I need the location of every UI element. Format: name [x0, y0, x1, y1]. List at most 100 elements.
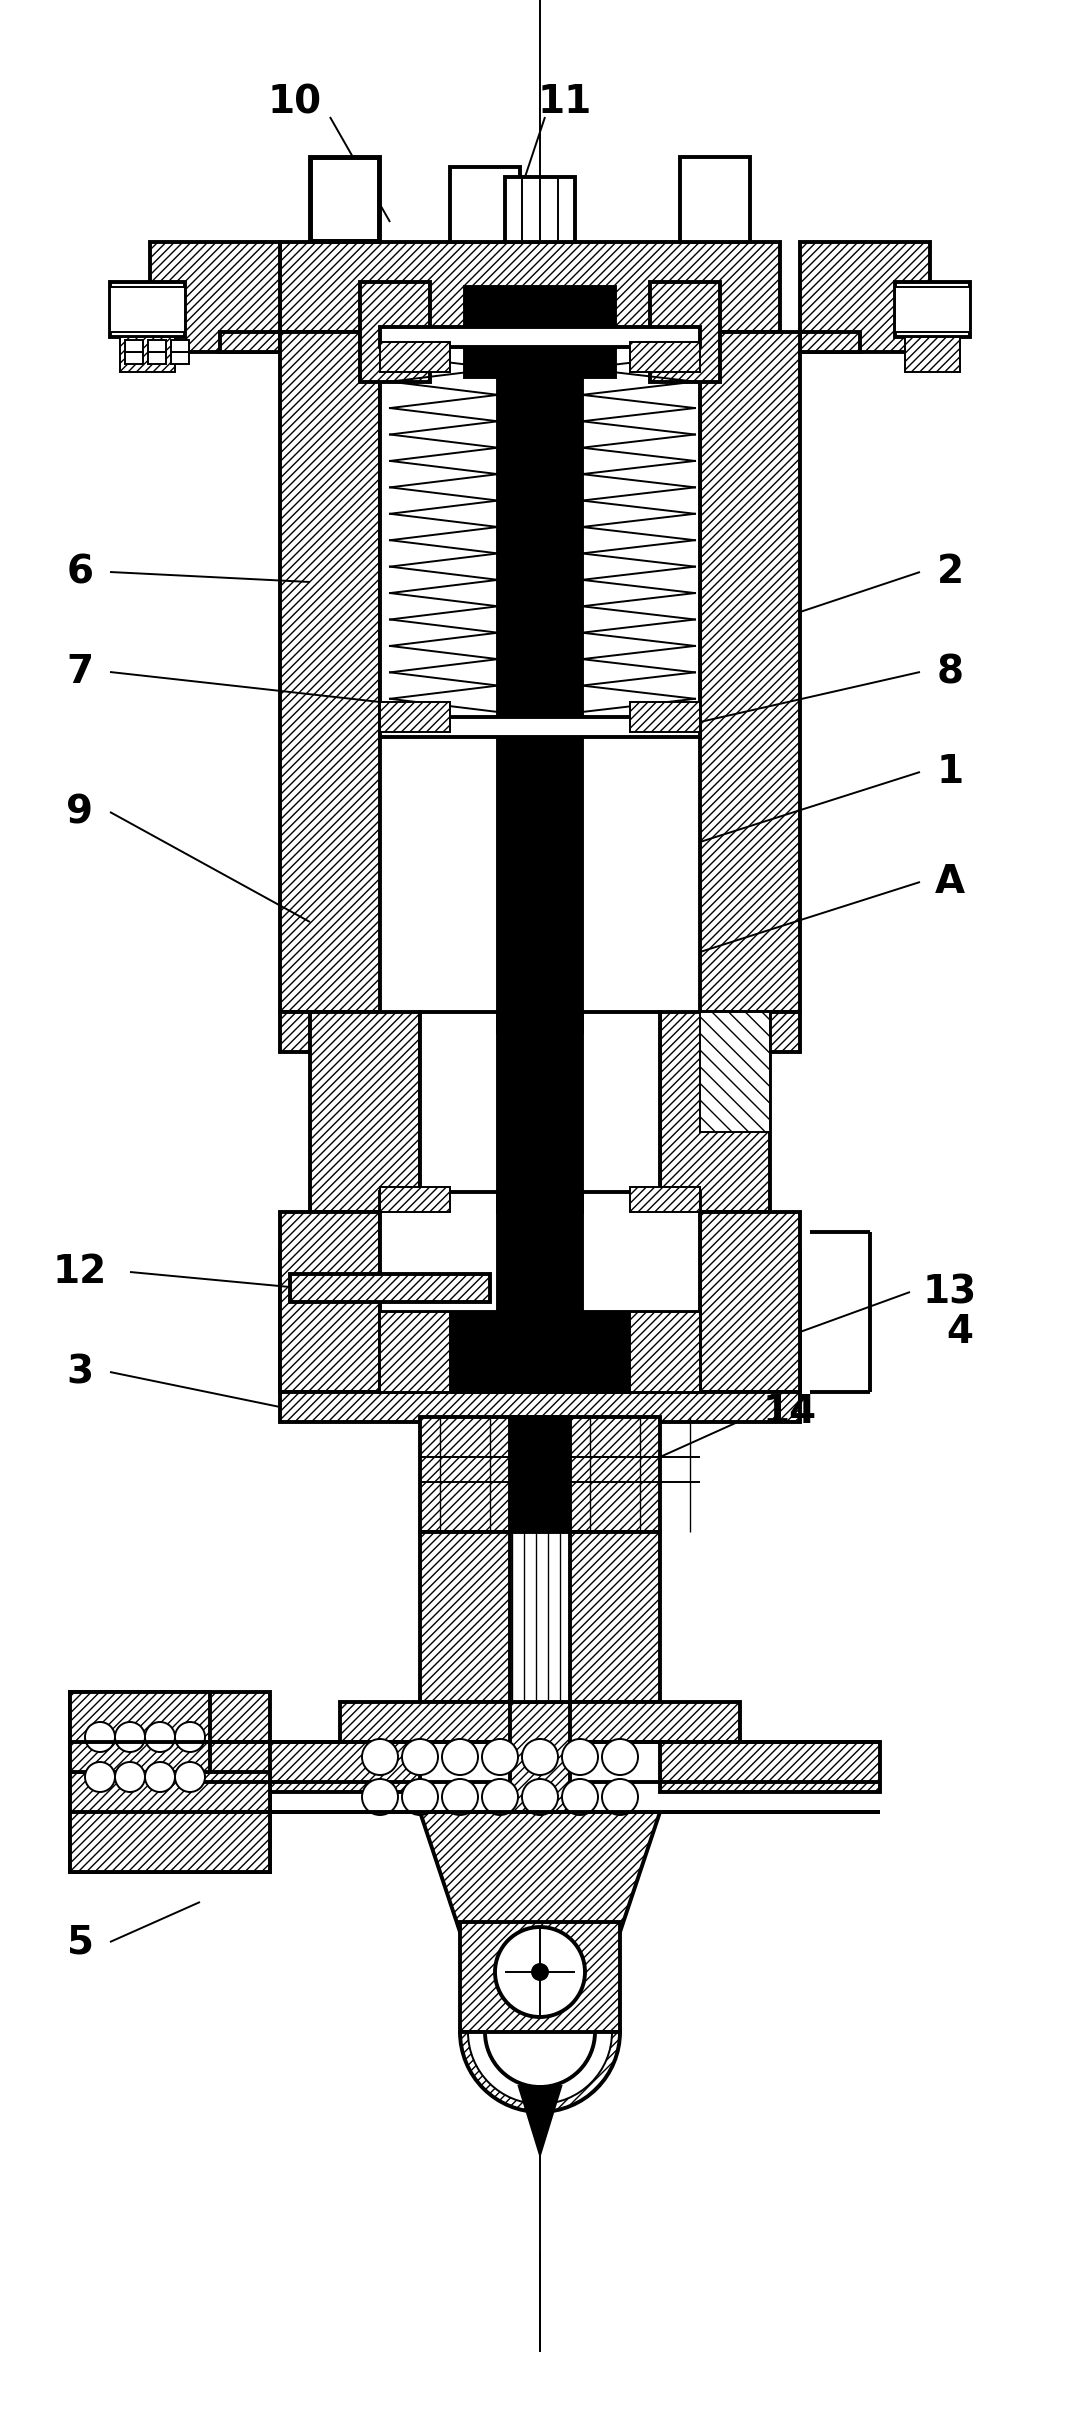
Bar [895, 287, 970, 333]
Bar [280, 333, 380, 1012]
Bar [380, 703, 450, 732]
Text: 2: 2 [936, 552, 963, 591]
Bar [630, 343, 700, 372]
Circle shape [602, 1778, 638, 1814]
Bar [380, 333, 450, 732]
Bar [310, 1012, 420, 1211]
Bar [700, 333, 800, 1012]
Bar [420, 1012, 660, 1211]
Text: 8: 8 [936, 654, 963, 691]
Bar [171, 353, 189, 365]
Text: 1: 1 [936, 754, 963, 790]
Bar [380, 343, 450, 372]
Text: 12: 12 [53, 1252, 107, 1291]
Bar [312, 158, 378, 241]
Circle shape [522, 1739, 558, 1775]
Bar [70, 1693, 270, 1873]
Bar [498, 333, 582, 1031]
Bar [630, 1311, 700, 1391]
Bar [660, 1741, 880, 1792]
Bar [70, 1693, 210, 1773]
Bar [310, 158, 380, 243]
Bar [630, 333, 700, 732]
Bar [171, 340, 189, 353]
Bar [280, 1211, 380, 1391]
Circle shape [522, 1778, 558, 1814]
Circle shape [145, 1763, 175, 1792]
Bar [660, 1012, 770, 1211]
Bar [380, 1311, 700, 1391]
Bar [200, 1741, 420, 1792]
Circle shape [114, 1763, 145, 1792]
Bar [650, 282, 720, 382]
Circle shape [495, 1926, 585, 2016]
Text: 3: 3 [67, 1352, 94, 1391]
Text: 11: 11 [538, 83, 592, 122]
Bar [895, 282, 970, 338]
Polygon shape [420, 1812, 660, 1931]
Polygon shape [770, 1211, 800, 1391]
Circle shape [362, 1739, 399, 1775]
Circle shape [85, 1722, 114, 1751]
Bar [148, 353, 166, 365]
Circle shape [402, 1778, 438, 1814]
Bar [510, 1532, 570, 1702]
Circle shape [402, 1739, 438, 1775]
Bar [498, 1012, 582, 1211]
Circle shape [482, 1778, 518, 1814]
Polygon shape [280, 1211, 310, 1391]
Bar [420, 1532, 660, 1702]
Bar [110, 287, 185, 333]
Circle shape [175, 1722, 205, 1751]
Bar [125, 340, 143, 353]
Bar [700, 1012, 770, 1131]
Bar [510, 1418, 570, 1532]
Circle shape [482, 1739, 518, 1775]
Bar [630, 703, 700, 732]
Text: A: A [935, 863, 966, 900]
Bar [498, 1192, 582, 1391]
Bar [125, 353, 143, 365]
Bar [380, 1192, 700, 1391]
Text: 4: 4 [946, 1313, 973, 1352]
Bar [465, 287, 615, 377]
Bar [110, 282, 185, 338]
Bar [380, 717, 700, 737]
Bar [510, 1702, 570, 1812]
Bar [280, 243, 780, 333]
Bar [280, 1391, 800, 1423]
Text: 9: 9 [67, 793, 94, 832]
Circle shape [602, 1739, 638, 1775]
Bar [291, 1274, 490, 1301]
Bar [800, 243, 930, 353]
Bar [380, 1311, 450, 1391]
Circle shape [85, 1763, 114, 1792]
Circle shape [145, 1722, 175, 1751]
Polygon shape [220, 333, 280, 353]
Bar [150, 243, 280, 353]
Bar [380, 1187, 450, 1211]
Bar [120, 338, 175, 372]
Bar [70, 1773, 270, 1873]
Polygon shape [280, 1012, 380, 1053]
Circle shape [362, 1778, 399, 1814]
Circle shape [562, 1778, 598, 1814]
Bar [380, 333, 700, 732]
Bar [630, 1187, 700, 1211]
Text: 6: 6 [67, 552, 94, 591]
Bar [380, 326, 700, 348]
Circle shape [442, 1739, 478, 1775]
Text: 10: 10 [268, 83, 322, 122]
Text: 5: 5 [67, 1924, 94, 1960]
Polygon shape [700, 1012, 800, 1053]
Circle shape [562, 1739, 598, 1775]
Bar [450, 168, 519, 243]
Circle shape [114, 1722, 145, 1751]
Bar [700, 1211, 800, 1391]
Bar [680, 158, 750, 243]
Bar [505, 178, 575, 243]
Bar [148, 340, 166, 353]
Bar [905, 338, 960, 372]
Circle shape [175, 1763, 205, 1792]
Circle shape [532, 1965, 548, 1980]
